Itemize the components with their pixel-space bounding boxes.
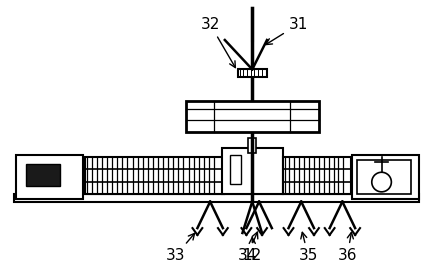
Text: 36: 36 bbox=[338, 232, 357, 263]
Text: 12: 12 bbox=[242, 237, 262, 263]
Bar bbox=[230, 155, 242, 184]
Text: 31: 31 bbox=[266, 17, 308, 44]
Bar bbox=[283, 157, 351, 194]
Bar bbox=[222, 148, 283, 194]
Bar bbox=[238, 69, 267, 77]
Bar bbox=[352, 155, 419, 199]
Bar bbox=[186, 101, 319, 132]
Bar bbox=[26, 164, 60, 186]
Text: 33: 33 bbox=[166, 233, 194, 263]
Text: 35: 35 bbox=[298, 232, 318, 263]
Bar bbox=[16, 155, 83, 199]
Bar bbox=[85, 157, 224, 194]
Bar bbox=[14, 194, 419, 202]
Bar bbox=[249, 138, 256, 153]
Bar bbox=[357, 159, 411, 194]
Text: 34: 34 bbox=[238, 232, 258, 263]
Text: 32: 32 bbox=[200, 17, 236, 68]
